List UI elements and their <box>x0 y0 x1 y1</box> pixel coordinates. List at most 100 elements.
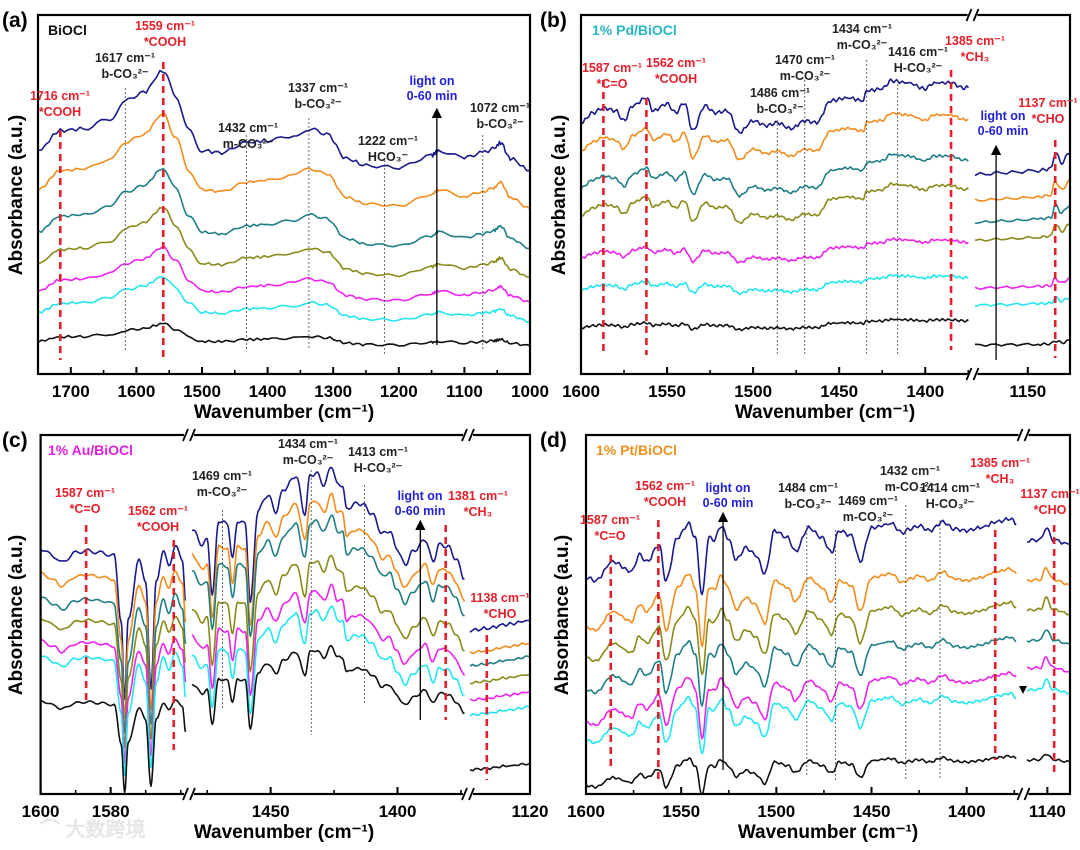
peak-label: m-CO₃²⁻ <box>197 485 248 499</box>
spectrum-line-5-seg0 <box>586 691 1017 755</box>
plot-frame <box>584 433 1072 796</box>
spectrum-line-0-seg1 <box>1026 527 1070 546</box>
peak-label: *CH₃ <box>961 50 990 64</box>
peak-label: H-CO₃²⁻ <box>894 61 943 75</box>
light-on-label: light on <box>409 74 454 88</box>
peak-label: 1072 cm⁻¹ <box>470 101 530 115</box>
peak-label: *CHO <box>1034 503 1067 517</box>
spectrum-line-2-seg0 <box>40 592 187 734</box>
spectrum-line-5-seg1 <box>1026 678 1070 695</box>
spectrum-line-2-seg2 <box>469 655 530 667</box>
spectrum-line-4-seg1 <box>191 583 466 696</box>
peak-label: 1617 cm⁻¹ <box>95 51 155 65</box>
panel-letter: (a) <box>2 9 28 32</box>
light-on-label: 0-60 min <box>978 124 1029 138</box>
x-tick-label: 1400 <box>379 802 417 821</box>
axis-break-gap <box>967 371 978 377</box>
x-tick-label: 1550 <box>648 382 686 401</box>
x-axis-title: Wavenumber (cm⁻¹) <box>735 402 915 423</box>
watermark-logo: ⌒ 大数跨境 <box>40 817 146 841</box>
axis-break-mark <box>972 8 980 22</box>
plot-frame <box>579 13 1072 376</box>
panel-letter: (d) <box>540 429 567 452</box>
peak-label: *COOH <box>655 72 697 86</box>
spectrum-line-3-seg0 <box>40 615 187 749</box>
light-on-label: light on <box>397 489 442 503</box>
light-on-label: 0-60 min <box>395 504 446 518</box>
peak-label: HCO₃⁻ <box>368 150 409 164</box>
peak-label: H-CO₃²⁻ <box>354 461 403 475</box>
spectrum-line-5-seg2 <box>469 705 530 717</box>
axis-break-mark <box>461 428 468 442</box>
spectrum-line-0-seg1 <box>191 466 465 604</box>
spectra <box>38 69 530 347</box>
spectrum-line-4-seg0 <box>38 245 530 303</box>
x-tick-label: 1700 <box>52 382 90 401</box>
axis-break-mark <box>1023 428 1031 442</box>
spectrum-line-1-seg2 <box>469 642 530 655</box>
spectrum-line-3-seg0 <box>581 182 969 225</box>
spectrum-line-1-seg0 <box>586 566 1017 648</box>
x-tick-label: 1400 <box>906 382 944 401</box>
x-tick-label: 1100 <box>446 382 483 401</box>
axis-break-mark <box>189 787 196 801</box>
axis-break-gap <box>463 791 473 797</box>
x-tick-label: 1000 <box>511 382 549 401</box>
peak-label: 1432 cm⁻¹ <box>218 121 278 135</box>
y-axis-title: Absorbance (a.u.) <box>552 535 573 695</box>
peak-label: m-CO₃²⁻ <box>780 69 831 83</box>
peak-label: b-CO₃²⁻ <box>784 497 831 511</box>
spectrum-line-6-seg0 <box>586 754 1017 794</box>
peak-label: 1138 cm⁻¹ <box>470 591 529 605</box>
peak-label: *C=O <box>597 77 628 91</box>
peak-label: 1562 cm⁻¹ <box>635 479 695 493</box>
plot-frame <box>36 13 532 376</box>
x-tick-label: 1140 <box>1029 802 1066 821</box>
spectrum-line-0-seg0 <box>40 545 187 701</box>
spectrum-line-1-seg0 <box>38 112 530 210</box>
peak-label: 1587 cm⁻¹ <box>55 486 115 500</box>
spectrum-line-2-seg1 <box>974 203 1070 225</box>
axis-break-gap <box>184 791 194 797</box>
spectrum-line-0-seg0 <box>38 69 530 172</box>
panel-title: BiOCl <box>48 22 87 38</box>
spectrum-line-4-seg0 <box>40 637 187 764</box>
light-on-label: 0-60 min <box>703 496 754 510</box>
axis-break-mark <box>965 8 973 22</box>
peak-label: 1137 cm⁻¹ <box>1020 487 1079 501</box>
spectrum-line-5-seg1 <box>191 605 465 715</box>
peak-label: m-CO₃²⁻ <box>223 137 274 151</box>
peak-label: *CH₃ <box>986 472 1015 486</box>
axis-break-mark <box>1016 787 1024 801</box>
panel-title: 1% Au/BiOCl <box>48 442 133 458</box>
peak-label: *COOH <box>137 520 179 534</box>
x-tick-label: 1450 <box>252 802 290 821</box>
spectrum-line-6-seg1 <box>974 339 1070 347</box>
spectrum-line-4-seg0 <box>586 671 1017 740</box>
peak-label: *CHO <box>484 607 517 621</box>
axis-break-mark <box>1016 428 1024 442</box>
panel-title: 1% Pd/BiOCl <box>592 22 677 38</box>
spectrum-line-2-seg1 <box>191 514 465 638</box>
x-tick-label: 1600 <box>567 802 605 821</box>
x-tick-label: 1580 <box>92 802 130 821</box>
spectrum-line-3-seg2 <box>469 673 530 685</box>
panel-letter: (b) <box>540 9 567 32</box>
peak-label: 1222 cm⁻¹ <box>358 134 418 148</box>
peak-label: 1469 cm⁻¹ <box>838 494 898 508</box>
y-axis-title: Absorbance (a.u.) <box>6 535 27 695</box>
spectrum-line-1-seg1 <box>974 179 1070 202</box>
peak-label: 1432 cm⁻¹ <box>880 464 940 478</box>
peak-label: 1416 cm⁻¹ <box>888 45 948 59</box>
spectrum-line-4-seg1 <box>1026 656 1070 673</box>
spectrum-line-6-seg2 <box>469 762 530 772</box>
panel-a: 1700 1600 1500 1400 1300 1200 1100 1000 1716 cm⁻… <box>2 9 549 423</box>
x-tick-label: 1450 <box>820 382 858 401</box>
peak-label: *C=O <box>595 529 626 543</box>
spectrum-line-6-seg0 <box>581 317 969 332</box>
peak-label: m-CO₃²⁻ <box>885 480 936 494</box>
peak-label: 1385 cm⁻¹ <box>970 456 1030 470</box>
peak-label: 1434 cm⁻¹ <box>278 437 338 451</box>
x-axis-title: Wavenumber (cm⁻¹) <box>738 822 918 843</box>
